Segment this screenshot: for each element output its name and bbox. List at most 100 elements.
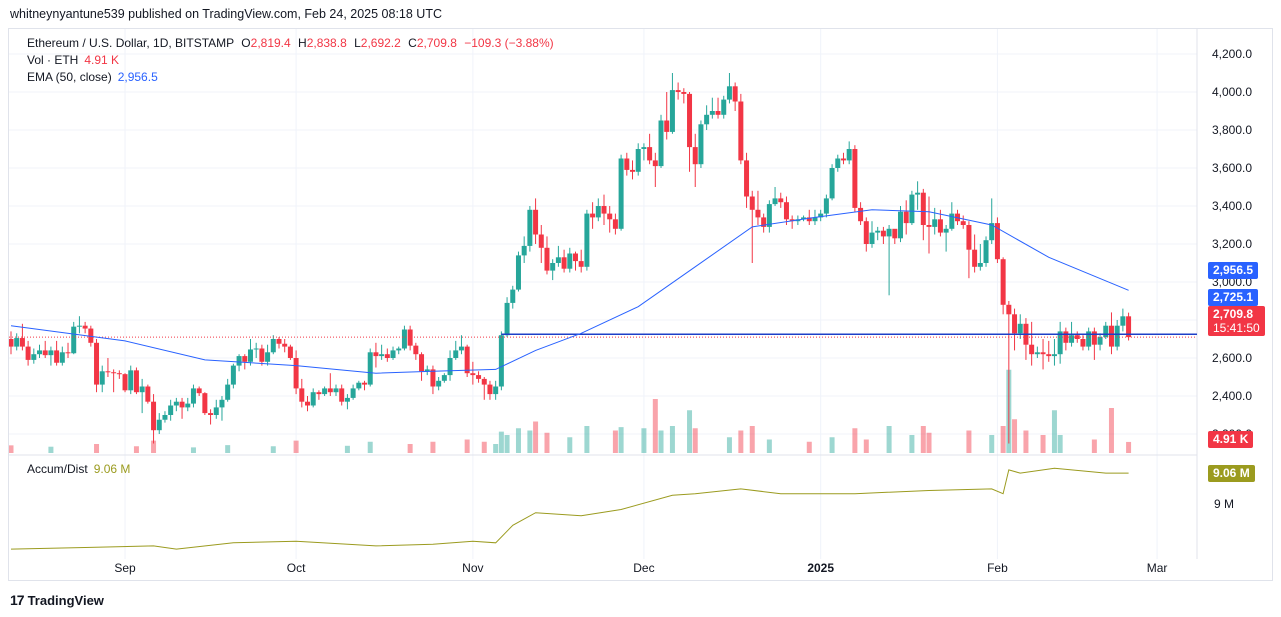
volume-bar — [829, 437, 835, 453]
candle-body — [601, 206, 607, 214]
candle-body — [692, 147, 698, 165]
candle-body — [447, 358, 453, 376]
x-tick-label: Nov — [462, 561, 483, 575]
candle-body — [413, 345, 419, 355]
candle-body — [612, 219, 618, 229]
candle-body — [527, 209, 533, 246]
candle-body — [618, 158, 624, 229]
volume-bar — [989, 435, 995, 453]
close-key: C — [408, 36, 417, 50]
volume-bar — [133, 446, 139, 453]
volume-bar — [618, 427, 624, 453]
candle-body — [704, 114, 710, 125]
candle-body — [892, 228, 898, 239]
candle-body — [362, 382, 368, 385]
price-chart[interactable]: 2,200.02,400.02,600.02,800.03,000.03,200… — [9, 29, 1272, 580]
candle-body — [664, 120, 670, 132]
candle-body — [99, 371, 105, 385]
candle-body — [550, 263, 556, 271]
volume-bar — [1023, 430, 1029, 453]
candle-body — [481, 378, 487, 385]
candle-body — [709, 111, 715, 115]
candle-body — [299, 388, 305, 402]
candle-body — [772, 198, 778, 205]
candle-body — [1120, 316, 1126, 326]
candle-body — [515, 255, 521, 290]
candle-body — [898, 211, 903, 239]
candle-body — [533, 209, 539, 235]
candle-body — [430, 369, 436, 387]
overlays — [9, 209, 1197, 550]
legend-accum-row: Accum/Dist 9.06 M — [27, 462, 130, 476]
y-tick-label: 2,400.0 — [1212, 389, 1252, 403]
candle-body — [213, 407, 219, 415]
candle-body — [840, 158, 846, 161]
candle-body — [504, 302, 510, 336]
accum-dist-line — [10, 467, 1129, 550]
candle-body — [1012, 314, 1018, 334]
candle-body — [1086, 331, 1092, 347]
candle-body — [162, 415, 168, 420]
candle-body — [82, 325, 88, 329]
candle-body — [1000, 259, 1006, 305]
candle-body — [1017, 323, 1023, 334]
candle-body — [401, 329, 407, 349]
candle-body — [875, 230, 881, 233]
candle-body — [76, 325, 82, 327]
candle-body — [487, 384, 493, 395]
candle-body — [555, 257, 561, 263]
candle-body — [322, 388, 328, 395]
candle-body — [1108, 325, 1114, 347]
volume-bar — [852, 428, 858, 453]
candle-body — [145, 386, 151, 402]
candle-body — [607, 213, 613, 220]
last-price: 2,709.8 — [1213, 307, 1254, 321]
volume-bar — [544, 432, 550, 453]
candle-body — [1057, 331, 1063, 355]
candle-body — [458, 346, 464, 351]
candle-body — [738, 101, 744, 161]
candle-body — [436, 380, 442, 387]
candle-body — [173, 401, 179, 406]
candle-body — [1097, 337, 1103, 345]
x-tick-label: Oct — [287, 561, 306, 575]
candle-body — [9, 339, 14, 347]
candle-body — [880, 230, 886, 237]
chart-frame[interactable]: 2,200.02,400.02,600.02,800.03,000.03,200… — [8, 28, 1273, 581]
candle-body — [521, 245, 527, 256]
volume-bar — [920, 426, 926, 453]
candle-body — [852, 149, 858, 208]
volume-tag: 4.91 K — [1208, 431, 1254, 448]
volume-bar — [1091, 439, 1097, 453]
candle-body — [726, 86, 732, 100]
candle-body — [259, 348, 265, 362]
candle-body — [441, 375, 447, 381]
volume-bar — [270, 446, 276, 453]
candle-body — [333, 388, 339, 393]
volume-bar — [504, 435, 510, 453]
volume-bar — [48, 446, 54, 453]
candle-body — [960, 221, 966, 225]
brand-footer[interactable]: 17 TradingView — [10, 592, 104, 608]
volume-bar — [766, 439, 772, 453]
volume-bar — [481, 441, 487, 453]
legend-ema-row: EMA (50, close) 2,956.5 — [27, 70, 158, 84]
candle-body — [270, 339, 276, 353]
volume-bar — [533, 421, 539, 453]
volume-bar — [909, 435, 915, 453]
volume-bar — [493, 444, 499, 453]
y-tick-label: 3,800.0 — [1212, 123, 1252, 137]
candle-body — [151, 401, 157, 431]
candle-body — [687, 93, 693, 148]
candle-body — [293, 358, 299, 389]
candle-body — [37, 350, 43, 355]
candle-body — [789, 219, 795, 222]
volume-bar — [464, 439, 470, 453]
volume-bar — [407, 444, 413, 453]
candle-body — [390, 350, 396, 358]
candle-body — [128, 370, 134, 391]
candle-body — [749, 196, 755, 210]
candle-body — [139, 386, 145, 393]
volume-bar — [293, 440, 299, 453]
candle-body — [823, 198, 829, 214]
